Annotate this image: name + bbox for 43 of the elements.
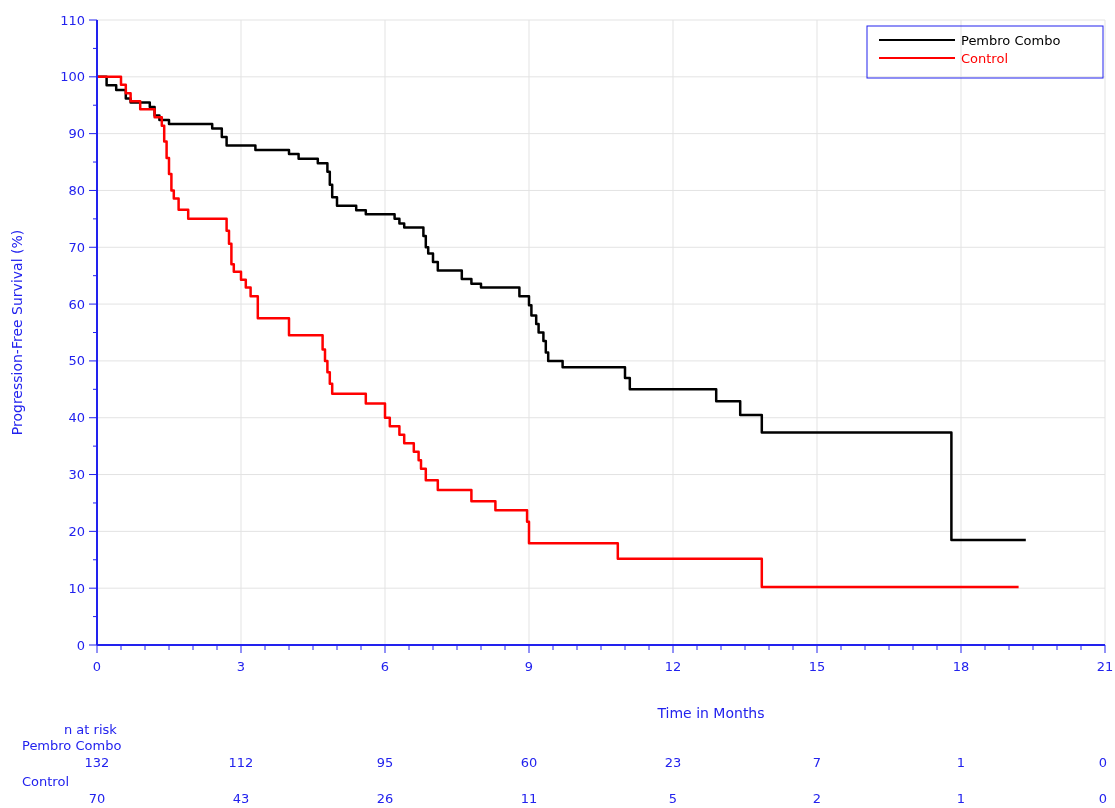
text: 26	[376, 791, 394, 806]
y-tick-label: 0	[76, 637, 85, 653]
text: Control	[22, 774, 69, 789]
text: 112	[228, 755, 254, 770]
y-tick-label: 90	[68, 126, 85, 142]
x-tick-label: 15	[808, 659, 826, 674]
text: 7	[812, 755, 822, 770]
y-tick-label: 20	[68, 523, 85, 539]
text: 5	[668, 791, 678, 806]
text: 11	[520, 791, 538, 806]
y-axis-title: Progression-Free Survival (%)	[9, 229, 25, 436]
text: Pembro Combo	[22, 738, 122, 753]
text: Control	[961, 50, 1008, 66]
x-tick-label: 0	[92, 659, 102, 674]
y-tick-label: 60	[68, 296, 85, 312]
text: 0	[1098, 755, 1108, 770]
y-tick-label: 100	[60, 69, 85, 85]
y-tick-label: 40	[68, 410, 85, 426]
text: 1	[956, 755, 966, 770]
x-tick-label: 21	[1096, 659, 1114, 674]
x-tick-label: 9	[524, 659, 534, 674]
y-tick-label: 50	[68, 353, 85, 369]
text: 60	[520, 755, 538, 770]
x-tick-label: 6	[380, 659, 390, 674]
text: n at risk	[64, 722, 118, 737]
text: 23	[664, 755, 682, 770]
y-tick-label: 110	[60, 12, 85, 28]
y-tick-label: 70	[68, 239, 85, 255]
text: 43	[232, 791, 250, 806]
text: 1	[956, 791, 966, 806]
x-tick-label: 12	[664, 659, 682, 674]
x-tick-label: 3	[236, 659, 246, 674]
text: 95	[376, 755, 394, 770]
y-tick-label: 30	[68, 467, 85, 483]
x-axis-title: Time in Months	[656, 705, 765, 721]
text: Pembro Combo	[961, 32, 1061, 48]
text: 2	[812, 791, 822, 806]
x-tick-label: 18	[952, 659, 970, 674]
y-tick-label: 80	[68, 183, 85, 198]
y-tick-label: 10	[68, 580, 85, 596]
text: 132	[84, 755, 110, 770]
text: 70	[88, 791, 106, 806]
text: 0	[1098, 791, 1108, 806]
